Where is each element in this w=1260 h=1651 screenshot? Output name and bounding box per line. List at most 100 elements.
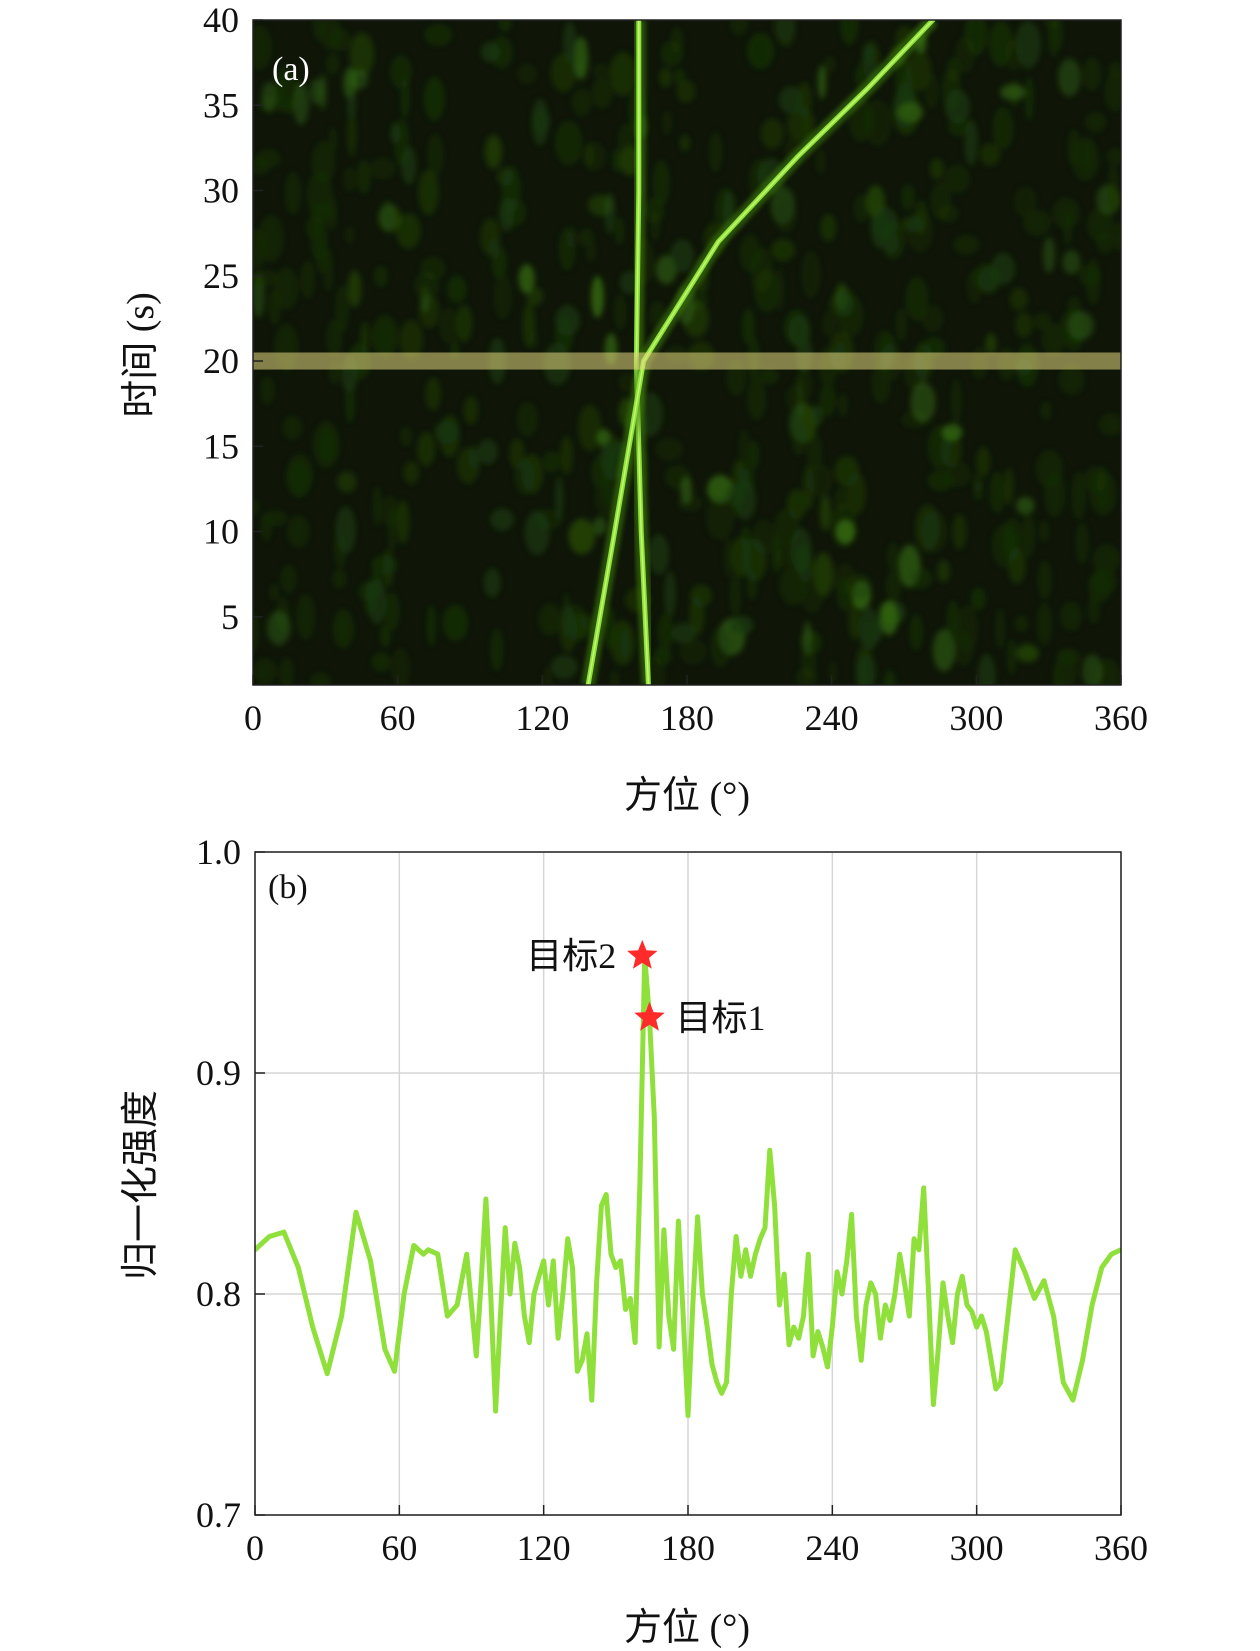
heatmap-speckle bbox=[921, 305, 944, 333]
heatmap-speckle bbox=[284, 171, 301, 215]
heatmap-speckle bbox=[1023, 209, 1051, 236]
heatmap-speckle bbox=[559, 228, 576, 271]
heatmap-speckle bbox=[347, 89, 356, 121]
heatmap-speckle bbox=[369, 157, 396, 180]
heatmap-speckle bbox=[654, 647, 672, 666]
heatmap-speckle bbox=[283, 97, 294, 115]
heatmap-speckle bbox=[401, 146, 417, 185]
heatmap-speckle bbox=[269, 583, 279, 601]
heatmap-speckle bbox=[819, 494, 831, 531]
heatmap-speckle bbox=[282, 415, 303, 440]
heatmap-speckle bbox=[1000, 84, 1026, 101]
heatmap-speckle bbox=[1014, 186, 1037, 218]
heatmap-speckle bbox=[1052, 197, 1080, 229]
heatmap-speckle bbox=[806, 464, 833, 497]
panel-a-x-ticks: 0 60 120 180 240 300 360 bbox=[244, 675, 1148, 738]
heatmap-speckle bbox=[730, 20, 748, 36]
heatmap-speckle bbox=[657, 613, 674, 651]
heatmap-speckle bbox=[424, 24, 452, 46]
heatmap-speckle bbox=[480, 218, 501, 256]
heatmap-speckle bbox=[418, 169, 439, 216]
heatmap-speckle bbox=[770, 238, 795, 262]
heatmap-speckle bbox=[747, 33, 774, 69]
heatmap-speckle bbox=[371, 315, 399, 358]
x-tick-label: 180 bbox=[660, 698, 714, 738]
heatmap-speckle bbox=[989, 471, 1005, 514]
heatmap-speckle bbox=[1014, 615, 1029, 632]
panel-a-label: (a) bbox=[272, 51, 310, 88]
heatmap-speckle bbox=[253, 498, 259, 516]
heatmap-speckle bbox=[253, 25, 273, 70]
heatmap-speckle bbox=[306, 215, 324, 240]
heatmap-speckle bbox=[1106, 148, 1121, 166]
highlight-band bbox=[253, 352, 1121, 370]
heatmap-speckle bbox=[742, 308, 755, 345]
heatmap-speckle bbox=[670, 239, 695, 273]
heatmap-speckle bbox=[1092, 544, 1121, 575]
heatmap-speckle bbox=[349, 32, 375, 77]
heatmap-speckle bbox=[390, 122, 401, 144]
heatmap-speckle bbox=[706, 496, 734, 540]
y-tick-label: 0.8 bbox=[196, 1274, 241, 1314]
panel-a-x-axis-label: 方位 (°) bbox=[624, 775, 750, 817]
heatmap-speckle bbox=[742, 467, 755, 491]
heatmap-speckle bbox=[800, 567, 825, 613]
heatmap-speckle bbox=[268, 288, 282, 325]
heatmap-speckle bbox=[683, 300, 709, 338]
heatmap-speckle bbox=[574, 36, 589, 80]
heatmap-speckle bbox=[1075, 522, 1089, 565]
heatmap-speckle bbox=[612, 148, 623, 173]
heatmap-speckle bbox=[929, 158, 945, 180]
heatmap-speckle bbox=[287, 515, 310, 548]
heatmap-speckle bbox=[371, 652, 391, 672]
heatmap-speckle bbox=[927, 470, 954, 492]
heatmap-speckle bbox=[880, 600, 898, 636]
heatmap-speckle bbox=[989, 20, 1013, 67]
heatmap-speckle bbox=[747, 568, 757, 601]
heatmap-speckle bbox=[883, 669, 896, 685]
panel-b-y-ticks: 0.7 0.8 0.9 1.0 bbox=[196, 832, 265, 1535]
heatmap-speckle bbox=[784, 309, 809, 345]
heatmap-speckle bbox=[614, 217, 625, 246]
heatmap-speckle bbox=[870, 206, 899, 239]
heatmap-speckle bbox=[1003, 467, 1014, 506]
heatmap-speckle bbox=[859, 648, 875, 685]
heatmap-speckle bbox=[992, 107, 1014, 150]
heatmap-speckle bbox=[946, 57, 961, 83]
marker-label: 目标1 bbox=[676, 998, 766, 1038]
heatmap-speckle bbox=[976, 446, 991, 477]
heatmap-speckle bbox=[915, 200, 928, 236]
heatmap-speckle bbox=[1038, 560, 1052, 600]
star-marker bbox=[627, 939, 658, 969]
heatmap-speckle bbox=[728, 615, 754, 635]
heatmap-speckle bbox=[774, 199, 797, 233]
heatmap-speckle bbox=[652, 160, 670, 206]
heatmap-speckle bbox=[374, 266, 388, 287]
heatmap-speckle bbox=[738, 429, 750, 465]
heatmap-speckle bbox=[343, 167, 357, 192]
x-tick-label: 180 bbox=[661, 1528, 715, 1568]
heatmap-speckle bbox=[1025, 76, 1034, 122]
heatmap-speckle bbox=[1054, 650, 1077, 685]
heatmap-speckle bbox=[905, 276, 929, 322]
heatmap-speckle bbox=[396, 213, 421, 249]
heatmap-speckle bbox=[953, 234, 980, 255]
heatmap-speckle bbox=[493, 274, 513, 320]
heatmap-speckle bbox=[835, 519, 856, 544]
heatmap-speckle bbox=[659, 67, 672, 88]
heatmap-speckle bbox=[775, 20, 796, 47]
heatmap-speckle bbox=[360, 321, 369, 355]
heatmap-speckle bbox=[1015, 312, 1033, 338]
heatmap-speckle bbox=[378, 203, 401, 232]
heatmap-speckle bbox=[1041, 323, 1066, 357]
heatmap-speckle bbox=[674, 68, 686, 86]
heatmap-speckle bbox=[815, 148, 826, 174]
heatmap-speckle bbox=[423, 76, 445, 121]
heatmap-speckle bbox=[300, 260, 315, 299]
heatmap-speckle bbox=[1033, 312, 1052, 331]
heatmap-speckle bbox=[955, 36, 975, 73]
marker-label: 目标2 bbox=[526, 936, 616, 976]
heatmap-speckle bbox=[788, 408, 803, 440]
heatmap-speckle bbox=[1043, 237, 1055, 273]
heatmap-speckle bbox=[1040, 401, 1052, 420]
